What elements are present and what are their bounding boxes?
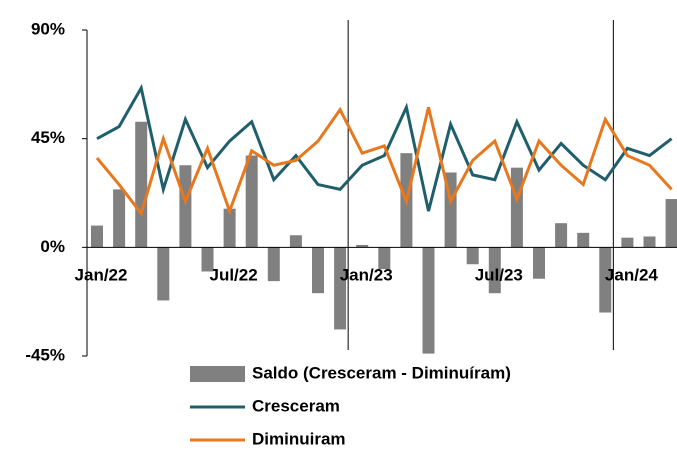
bar [422, 247, 435, 354]
bar [201, 247, 214, 272]
bar [378, 247, 391, 270]
bar [289, 235, 302, 248]
bar [135, 121, 148, 248]
x-tick-label: Jan/23 [340, 265, 393, 284]
x-tick-label: Jan/24 [605, 265, 658, 284]
y-tick-label: -45% [25, 345, 65, 364]
bar [312, 247, 324, 294]
bar [555, 223, 568, 248]
bar [599, 247, 612, 313]
bar [466, 247, 479, 265]
bar [533, 247, 545, 279]
x-tick-label: Jul/22 [209, 265, 257, 284]
line-series [96, 83, 673, 212]
legend-swatch [190, 366, 245, 382]
x-tick-label: Jan/22 [75, 265, 128, 284]
legend-label: Diminuiram [252, 429, 346, 448]
line-series [95, 106, 673, 217]
bar [643, 236, 656, 248]
bar [113, 189, 126, 248]
y-tick-label: 45% [31, 128, 65, 147]
bar [356, 244, 369, 248]
bar [157, 247, 170, 301]
bar [91, 225, 103, 248]
bar [577, 232, 590, 248]
bar [665, 199, 677, 248]
legend-label: Cresceram [252, 396, 340, 415]
legend-label: Saldo (Cresceram - Diminuíram) [252, 363, 511, 382]
bar [621, 237, 634, 248]
x-tick-label: Jul/23 [475, 265, 523, 284]
bar [488, 247, 501, 294]
bar [245, 155, 258, 248]
bar [179, 165, 192, 248]
bar [334, 247, 347, 330]
y-tick-label: 0% [40, 237, 65, 256]
y-tick-label: 90% [31, 19, 65, 38]
bar [510, 167, 523, 248]
bar [267, 247, 280, 282]
bar [223, 208, 236, 248]
